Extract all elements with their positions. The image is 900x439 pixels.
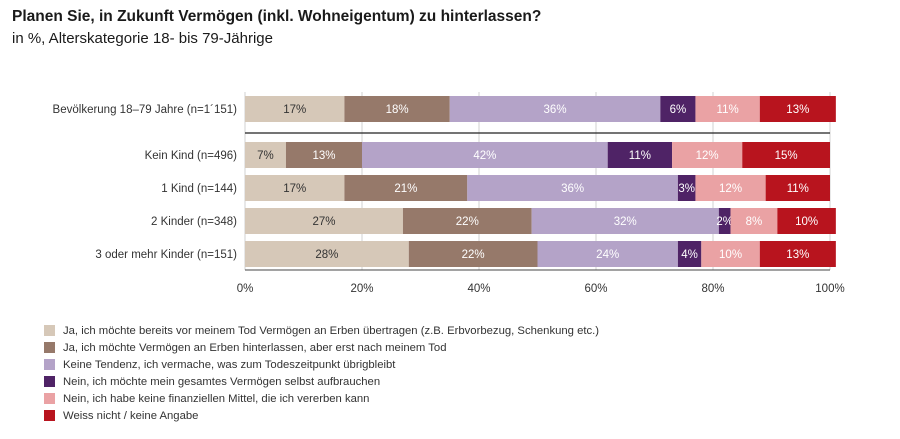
legend-item: Keine Tendenz, ich vermache, was zum Tod… [44,356,599,373]
bar-segment [245,142,286,168]
legend-label: Keine Tendenz, ich vermache, was zum Tod… [63,358,396,371]
legend-swatch [44,342,55,353]
data-label: 22% [456,216,479,228]
chart-subtitle: in %, Alterskategorie 18- bis 79-Jährige [12,30,273,47]
x-tick-label: 80% [701,283,724,295]
bar-segment [701,241,760,267]
data-label: 11% [787,183,809,195]
bar-segment [677,241,702,267]
bar-segment [344,96,450,122]
bar-segment [695,175,766,201]
bar-segment [537,241,678,267]
data-label: 2% [716,216,733,228]
bar-segment [344,175,468,201]
x-tick-label: 60% [584,283,607,295]
bar-segment [730,208,778,234]
category-label: Kein Kind (n=496) [145,150,238,162]
data-label: 15% [775,150,798,162]
data-label: 17% [283,183,306,195]
data-label: 13% [786,249,809,261]
bar-segment [408,241,538,267]
data-label: 18% [386,104,409,116]
data-label: 10% [795,216,818,228]
bar-segment [742,142,830,168]
legend-label: Nein, ich möchte mein gesamtes Vermögen … [63,375,381,388]
bar-segment [245,208,403,234]
x-tick-label: 20% [350,283,373,295]
chart-title: Planen Sie, in Zukunft Vermögen (inkl. W… [12,8,542,25]
legend-swatch [44,393,55,404]
legend-item: Ja, ich möchte bereits vor meinem Tod Ve… [44,322,599,339]
bar-segment [245,96,345,122]
bar-segment [660,96,696,122]
data-label: 36% [561,183,584,195]
bar-segment [449,96,661,122]
legend-item: Ja, ich möchte Vermögen an Erben hinterl… [44,339,599,356]
legend-label: Ja, ich möchte Vermögen an Erben hinterl… [63,341,447,354]
category-label: 3 oder mehr Kinder (n=151) [95,249,237,261]
x-tick-label: 0% [237,283,254,295]
legend-item: Nein, ich möchte mein gesamtes Vermögen … [44,373,599,390]
data-label: 3% [678,183,695,195]
legend-swatch [44,359,55,370]
category-label: 1 Kind (n=144) [161,183,237,195]
bar-segment [362,142,608,168]
data-label: 13% [312,150,335,162]
data-label: 28% [315,249,338,261]
legend-swatch [44,376,55,387]
bar-segment [695,96,760,122]
x-tick-label: 100% [815,283,844,295]
legend-label: Ja, ich möchte bereits vor meinem Tod Ve… [63,324,600,337]
legend-swatch [44,325,55,336]
data-label: 11% [717,104,739,116]
bar-segment [718,208,731,234]
bar-segment [607,142,673,168]
data-label: 11% [629,150,651,162]
data-label: 10% [719,249,742,261]
data-label: 36% [544,104,567,116]
data-label: 13% [786,104,809,116]
category-label: Bevölkerung 18–79 Jahre (n=1´151) [53,104,238,116]
data-label: 12% [719,183,742,195]
legend: Ja, ich möchte bereits vor meinem Tod Ve… [44,322,599,424]
bar-segment [777,208,836,234]
legend-label: Nein, ich habe keine finanziellen Mittel… [63,392,370,405]
data-label: 42% [473,150,496,162]
x-tick-label: 40% [467,283,490,295]
bar-segment [765,175,830,201]
bar-segment [672,142,743,168]
bar-segment [467,175,678,201]
data-label: 17% [283,104,306,116]
data-label: 24% [596,249,619,261]
data-label: 22% [462,249,485,261]
bar-segment [402,208,532,234]
legend-item: Nein, ich habe keine finanziellen Mittel… [44,390,599,407]
bar-segment [285,142,362,168]
data-label: 27% [312,216,335,228]
bar-segment [531,208,719,234]
bar-segment [245,175,345,201]
category-label: 2 Kinder (n=348) [151,216,237,228]
data-label: 8% [746,216,763,228]
bar-segment [759,241,836,267]
data-label: 6% [670,104,687,116]
data-label: 4% [681,249,698,261]
bar-segment [677,175,696,201]
legend-swatch [44,410,55,421]
legend-item: Weiss nicht / keine Angabe [44,407,599,424]
data-label: 12% [696,150,719,162]
data-label: 32% [614,216,637,228]
data-label: 21% [394,183,417,195]
data-label: 7% [257,150,274,162]
bar-segment [759,96,836,122]
stacked-bar-chart: 0% 20% 40% 60% 80% 100% Bevölkerung 18–79 Jahr… [53,92,845,295]
legend-label: Weiss nicht / keine Angabe [63,409,199,422]
bar-segment [245,241,409,267]
